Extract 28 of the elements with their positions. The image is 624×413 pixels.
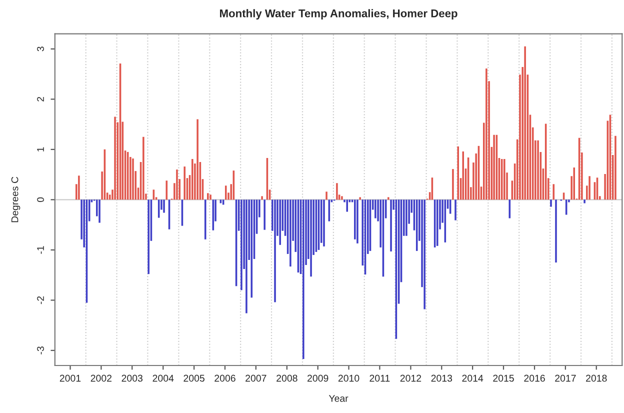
x-tick-label: 2001	[60, 374, 81, 382]
y-tick-label: 0	[37, 197, 44, 202]
y-tick-label: -2	[37, 296, 44, 304]
x-axis-title: Year	[328, 395, 348, 402]
y-tick-label: -1	[37, 246, 44, 254]
x-tick-label: 2004	[152, 374, 174, 382]
x-tick-label: 2010	[338, 374, 360, 382]
x-tick-label: 2017	[555, 374, 576, 382]
x-tick-label: 2003	[122, 374, 142, 382]
x-tick-label: 2014	[462, 374, 484, 382]
chart-title: Monthly Water Temp Anomalies, Homer Deep	[220, 9, 458, 20]
y-tick-label: 3	[37, 46, 44, 52]
x-tick-label: 2012	[400, 374, 422, 382]
x-tick-label: 2013	[431, 374, 452, 382]
x-tick-label: 2016	[524, 374, 545, 382]
y-tick-label: 2	[37, 96, 44, 102]
x-tick-label: 2009	[308, 374, 328, 382]
x-tick-label: 2011	[370, 374, 390, 382]
y-tick-label: -3	[37, 346, 44, 354]
x-tick-label: 2002	[90, 374, 112, 382]
x-tick-label: 2007	[246, 374, 266, 382]
y-tick-label: 1	[37, 147, 44, 152]
x-tick-label: 2018	[586, 374, 607, 382]
x-tick-label: 2015	[493, 374, 514, 382]
x-tick-label: 2005	[184, 374, 204, 382]
y-axis-title: Degrees C	[11, 176, 20, 222]
x-tick-label: 2008	[276, 374, 298, 382]
x-tick-label: 2006	[214, 374, 236, 382]
